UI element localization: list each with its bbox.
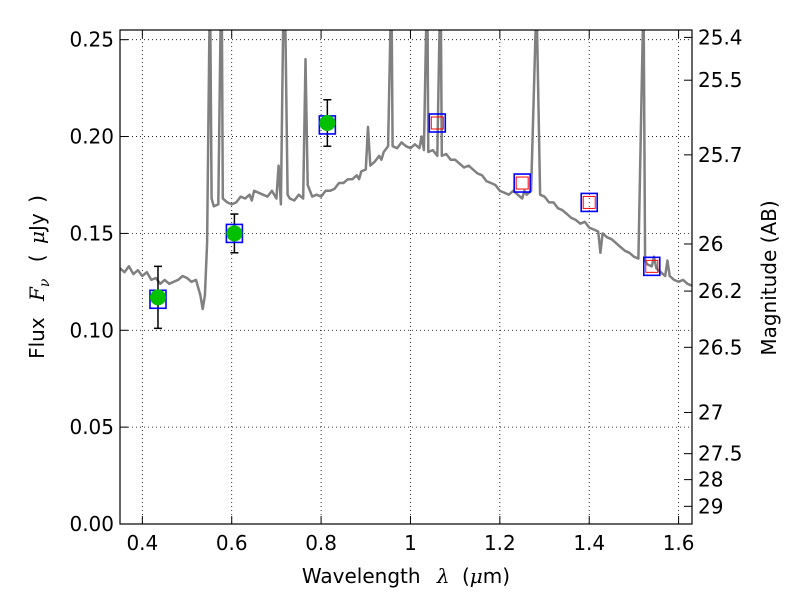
y-tick-label: 0.00 <box>69 512 114 536</box>
mag-tick-label: 27.5 <box>698 442 743 466</box>
x-tick-label: 1.2 <box>484 531 516 555</box>
y-axis-right-label: Magnitude (AB) <box>757 200 781 355</box>
observed-point <box>319 114 336 131</box>
x-axis-label: Wavelength λ (μm) <box>302 564 510 588</box>
y-tick-label: 0.05 <box>69 415 114 439</box>
x-tick-label: 0.8 <box>305 531 337 555</box>
y-axis-ticks: 0.00 0.05 0.10 0.15 0.20 0.25 <box>69 28 128 536</box>
observed-point <box>226 225 243 242</box>
mag-tick-label: 25.5 <box>698 68 743 92</box>
y-tick-label: 0.20 <box>69 125 114 149</box>
upper-limit-marker <box>515 176 529 190</box>
x-tick-label: 1.6 <box>663 531 695 555</box>
model-band-marker <box>580 192 599 213</box>
x-tick-label: 1.4 <box>573 531 605 555</box>
y-tick-label: 0.10 <box>69 318 114 342</box>
mag-tick-label: 26 <box>698 232 723 256</box>
mag-tick-label: 29 <box>698 494 723 518</box>
mag-tick-label: 25.7 <box>698 143 743 167</box>
y-tick-label: 0.15 <box>69 221 114 245</box>
model-sed-line <box>120 30 692 311</box>
x-tick-label: 0.6 <box>216 531 248 555</box>
x-tick-label: 1 <box>404 531 417 555</box>
x-tick-label: 0.4 <box>126 531 158 555</box>
model-band-marker <box>642 256 661 277</box>
upper-limit-marker <box>582 195 596 209</box>
y-tick-label: 0.25 <box>69 28 114 52</box>
x-axis-ticks: 0.4 0.6 0.8 1 1.2 1.4 1.6 <box>126 30 695 555</box>
upper-limit-marker <box>645 259 659 273</box>
mag-tick-label: 26.2 <box>698 279 743 303</box>
plot-frame <box>119 29 693 525</box>
markers <box>149 98 661 330</box>
mag-tick-label: 27 <box>698 401 723 425</box>
model-band-marker <box>428 113 447 133</box>
model-band-marker <box>513 173 531 193</box>
mag-tick-label: 26.5 <box>698 335 743 359</box>
observed-point <box>149 289 166 306</box>
mag-tick-label: 28 <box>698 468 723 492</box>
upper-limit-marker <box>430 116 444 130</box>
mag-tick-label: 25.4 <box>698 25 743 49</box>
y-axis-label: Flux Fν ( μJy ) <box>25 195 54 359</box>
